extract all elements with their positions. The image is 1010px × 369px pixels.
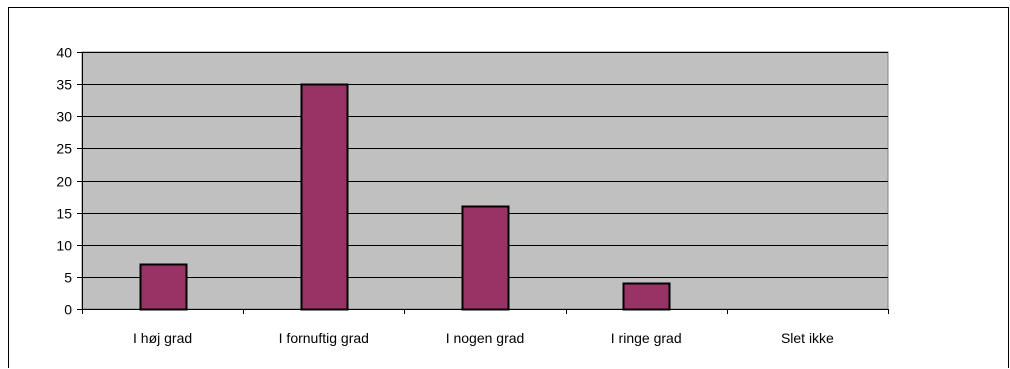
y-tick-label: 35	[56, 77, 72, 93]
y-axis: 0 5 10 15 20 25 30 35 40	[56, 45, 83, 318]
bar	[300, 83, 349, 311]
y-tick-label: 15	[56, 206, 72, 222]
x-category-label: I ringe grad	[611, 330, 682, 346]
x-category-label: Slet ikke	[781, 330, 834, 346]
bars	[139, 83, 671, 311]
bar	[461, 205, 510, 311]
x-category-label: I fornuftig grad	[279, 330, 369, 346]
y-tick-label: 40	[56, 45, 72, 61]
bar	[139, 263, 188, 311]
x-axis: I høj grad I fornuftig grad I nogen grad I …	[82, 309, 889, 346]
x-category-label: I høj grad	[133, 330, 192, 346]
y-tick-label: 5	[64, 270, 72, 286]
y-tick-label: 30	[56, 109, 72, 125]
bar	[622, 282, 671, 311]
y-tick-label: 25	[56, 141, 72, 157]
y-tick-label: 20	[56, 174, 72, 190]
y-tick-label: 10	[56, 238, 72, 254]
y-tick-label: 0	[64, 302, 72, 318]
x-category-label: I nogen grad	[446, 330, 525, 346]
